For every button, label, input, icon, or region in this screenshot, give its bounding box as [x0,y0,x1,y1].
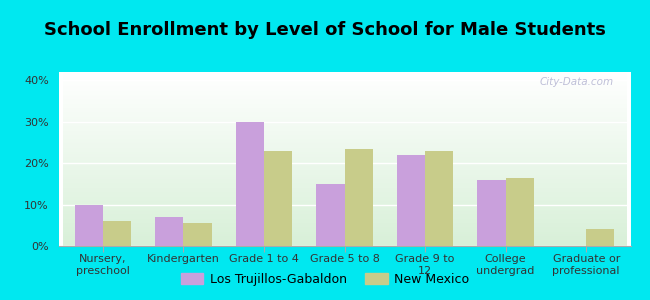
Bar [155,217,183,246]
Bar [75,205,103,246]
Bar [506,178,534,246]
Bar [397,155,425,246]
Bar [264,151,292,246]
Bar [103,221,131,246]
Bar [317,184,345,246]
Legend: Los Trujillos-Gabaldon, New Mexico: Los Trujillos-Gabaldon, New Mexico [176,268,474,291]
Bar [478,180,506,246]
Bar [425,151,453,246]
Text: School Enrollment by Level of School for Male Students: School Enrollment by Level of School for… [44,21,606,39]
Bar [344,148,372,246]
Bar [236,122,264,246]
Bar [586,230,614,246]
Bar [183,223,211,246]
Text: City-Data.com: City-Data.com [540,77,614,87]
